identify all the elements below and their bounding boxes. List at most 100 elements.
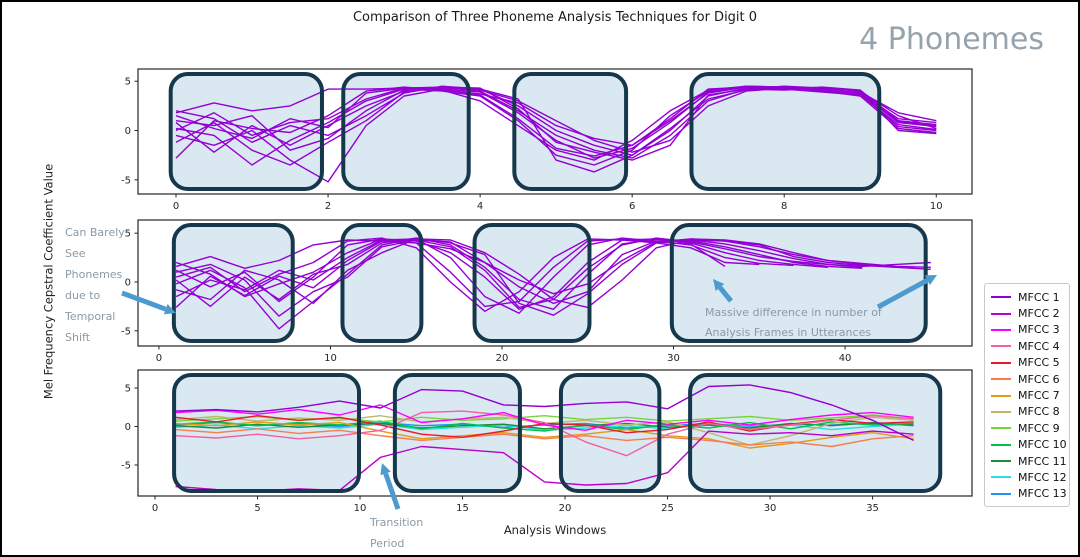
phoneme-box-border: [392, 373, 522, 493]
annotation-temporal-shift: Can Barely See Phonemes due to Temporal Shift: [65, 222, 185, 348]
legend-swatch-mfcc5: [991, 361, 1011, 364]
phoneme-count-watermark: 4 Phonemes: [859, 22, 1044, 57]
legend-item-mfcc11: MFCC 11: [991, 453, 1069, 469]
phoneme-box-fill: [671, 225, 926, 341]
annotation-line: Phonemes: [65, 268, 123, 281]
legend-item-mfcc5: MFCC 5: [991, 355, 1069, 371]
legend-swatch-mfcc12: [991, 476, 1011, 479]
phoneme-box-border: [172, 373, 362, 493]
y-axis-label: Mel Frequency Cepstral Coefficient Value: [41, 163, 56, 400]
series-line-mfcc1: [175, 237, 931, 330]
phoneme-box-fill: [690, 375, 941, 491]
series-line-mfcc1: [175, 237, 760, 312]
x-tick-label: 40: [839, 353, 852, 364]
y-tick-label: 5: [125, 384, 131, 395]
legend-label: MFCC 4: [1018, 339, 1060, 353]
phoneme-box-border: [689, 72, 882, 191]
x-axis-label: Analysis Windows: [503, 523, 607, 537]
legend-item-mfcc8: MFCC 8: [991, 404, 1069, 420]
legend-item-mfcc1: MFCC 1: [991, 289, 1069, 305]
legend-swatch-mfcc3: [991, 328, 1011, 331]
legend-item-mfcc4: MFCC 4: [991, 338, 1069, 354]
legend-swatch-mfcc10: [991, 443, 1011, 446]
legend-item-mfcc7: MFCC 7: [991, 387, 1069, 403]
legend-label: MFCC 2: [1018, 307, 1060, 321]
legend-label: MFCC 11: [1018, 454, 1067, 468]
phoneme-box-fill: [691, 74, 880, 189]
phoneme-box-border: [688, 373, 943, 493]
series-line-mfcc11: [175, 421, 914, 430]
legend-label: MFCC 8: [1018, 405, 1060, 419]
phoneme-box-fill: [514, 74, 627, 189]
annotation-line: Analysis Frames in Utterances: [705, 326, 872, 339]
phoneme-box-border: [171, 223, 295, 343]
x-tick-label: 20: [496, 353, 509, 364]
legend-label: MFCC 10: [1018, 438, 1067, 452]
annotation-line: Can Barely: [65, 226, 125, 239]
x-tick-label: 0: [152, 503, 158, 514]
legend-label: MFCC 7: [1018, 389, 1060, 403]
x-tick-label: 10: [324, 353, 337, 364]
legend-item-mfcc3: MFCC 3: [991, 322, 1069, 338]
x-tick-label: 8: [781, 201, 787, 212]
phoneme-box-border: [168, 72, 324, 191]
series-line-mfcc1: [175, 237, 931, 309]
annotation-line: due to: [65, 289, 101, 302]
x-tick-label: 30: [667, 353, 680, 364]
x-tick-label: 10: [354, 503, 367, 514]
annotation-arrow-shaft: [718, 285, 733, 303]
axes-frame: [137, 219, 973, 347]
annotation-arrow-head: [380, 463, 391, 476]
series-line-mfcc1: [175, 86, 937, 173]
x-tick-label: 35: [866, 503, 879, 514]
phoneme-box-border: [340, 223, 424, 343]
legend-swatch-mfcc4: [991, 345, 1011, 348]
legend-label: MFCC 9: [1018, 421, 1060, 435]
axes-frame: [137, 369, 973, 497]
legend-item-mfcc12: MFCC 12: [991, 469, 1069, 485]
annotation-arrow-head: [713, 279, 725, 291]
annotation-frame-difference: Massive difference in number of Analysis …: [705, 303, 905, 343]
series-line-mfcc1: [175, 237, 863, 310]
legend-label: MFCC 3: [1018, 323, 1060, 337]
x-tick-label: 0: [156, 353, 162, 364]
legend-item-mfcc9: MFCC 9: [991, 420, 1069, 436]
legend-swatch-mfcc1: [991, 296, 1011, 299]
x-tick-label: 30: [764, 503, 777, 514]
series-line-mfcc10: [175, 420, 914, 432]
phoneme-box-fill: [342, 225, 422, 341]
legend-swatch-mfcc9: [991, 427, 1011, 430]
x-tick-label: 2: [325, 201, 331, 212]
legend-label: MFCC 13: [1018, 487, 1067, 501]
series-line-mfcc2: [175, 430, 914, 492]
y-tick-label: 0: [125, 277, 131, 288]
legend-swatch-mfcc6: [991, 378, 1011, 381]
phoneme-box-fill: [560, 375, 660, 491]
series-line-mfcc1: [175, 86, 937, 147]
legend-label: MFCC 5: [1018, 356, 1060, 370]
legend-label: MFCC 1: [1018, 290, 1060, 304]
series-line-mfcc1: [175, 238, 931, 295]
chart-title: Comparison of Three Phoneme Analysis Tec…: [352, 10, 758, 25]
annotation-line: Massive difference in number of: [705, 306, 882, 319]
annotation-arrow-head: [924, 275, 937, 286]
legend-swatch-mfcc11: [991, 460, 1011, 463]
legend-item-mfcc13: MFCC 13: [991, 486, 1069, 502]
phoneme-box-border: [341, 72, 471, 191]
x-tick-label: 25: [661, 503, 674, 514]
legend: MFCC 1 MFCC 2 MFCC 3 MFCC 4 MFCC 5 MFCC 6 MFCC…: [984, 283, 1070, 508]
annotation-arrow-head: [163, 304, 176, 315]
annotation-line: See: [65, 247, 86, 260]
y-tick-label: 0: [125, 126, 131, 137]
series-line-mfcc6: [175, 428, 914, 448]
phoneme-box-fill: [174, 375, 360, 491]
series-line-mfcc4: [175, 410, 914, 457]
annotation-line: Temporal: [65, 310, 116, 323]
series-line-mfcc1: [175, 86, 937, 166]
legend-swatch-mfcc8: [991, 410, 1011, 413]
legend-item-mfcc10: MFCC 10: [991, 437, 1069, 453]
y-tick-label: 5: [125, 77, 131, 88]
phoneme-box-fill: [394, 375, 520, 491]
annotation-line: Period: [370, 537, 405, 550]
